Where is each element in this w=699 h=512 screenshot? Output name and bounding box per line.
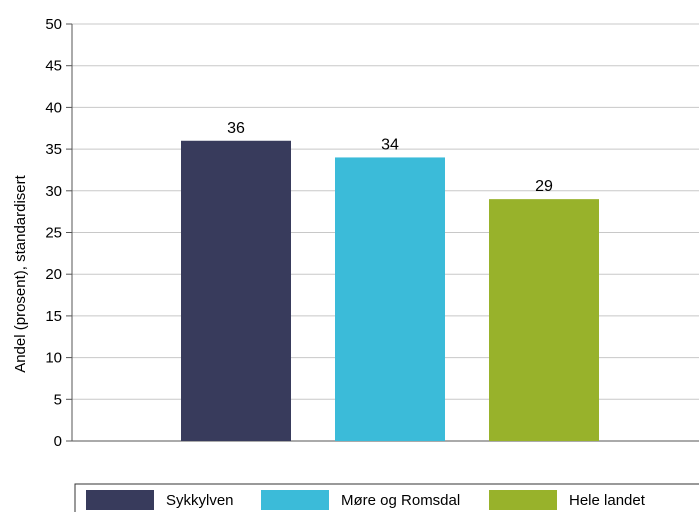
- legend-swatch-1: [261, 490, 329, 510]
- bar-2: [489, 199, 599, 441]
- y-tick-label: 25: [45, 225, 62, 242]
- legend: Sykkylven Møre og Romsdal Hele landet: [74, 483, 699, 512]
- y-axis-title: Andel (prosent), standardisert: [12, 174, 29, 372]
- legend-box: [74, 483, 699, 512]
- y-tick-label: 40: [45, 99, 62, 116]
- y-tick-label: 30: [45, 183, 62, 200]
- y-axis-ticks: 0 5 10 15 20 25 30 35 40 45 50: [45, 16, 72, 450]
- legend-swatch-2: [489, 490, 557, 510]
- y-tick-label: 5: [54, 391, 62, 408]
- y-tick-label: 50: [45, 16, 62, 33]
- legend-swatch-0: [86, 490, 154, 510]
- data-label-0: 36: [227, 120, 245, 137]
- y-tick-label: 20: [45, 266, 62, 283]
- y-tick-label: 45: [45, 58, 62, 75]
- y-tick-label: 0: [54, 433, 62, 450]
- bars: [181, 140, 599, 441]
- bar-1: [335, 157, 445, 441]
- legend-label-0: Sykkylven: [166, 492, 234, 509]
- data-label-1: 34: [381, 136, 399, 153]
- bar-0: [181, 140, 291, 441]
- data-label-2: 29: [535, 178, 553, 195]
- y-tick-label: 10: [45, 350, 62, 367]
- y-tick-label: 15: [45, 308, 62, 325]
- legend-label-2: Hele landet: [569, 492, 646, 509]
- y-tick-label: 35: [45, 141, 62, 158]
- legend-label-1: Møre og Romsdal: [341, 492, 460, 509]
- data-labels: 36 34 29: [227, 120, 553, 195]
